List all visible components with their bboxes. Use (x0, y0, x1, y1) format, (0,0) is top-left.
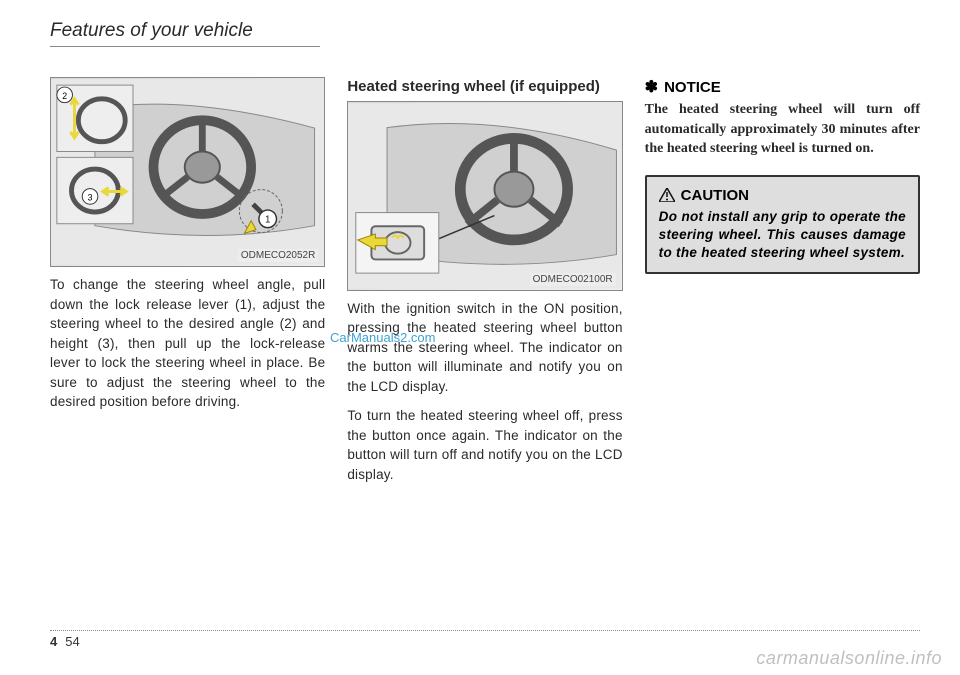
column-3: ✽ NOTICE The heated steering wheel will t… (645, 77, 920, 485)
col1-text: To change the steering wheel angle, pull… (50, 275, 325, 412)
notice-heading: ✽ NOTICE (645, 77, 920, 97)
col2-text1: With the ignition switch in the ON posit… (347, 299, 622, 397)
svg-text:2: 2 (62, 91, 67, 101)
figure-heated-wheel: ODMECO02100R (347, 101, 622, 291)
manual-page: Features of your vehicle (0, 0, 960, 675)
page-header: Features of your vehicle (50, 20, 320, 47)
figure-label-2: ODMECO02100R (530, 273, 616, 286)
caution-box: CAUTION Do not install any grip to opera… (645, 175, 920, 275)
caution-label: CAUTION (681, 187, 749, 204)
notice-symbol: ✽ (645, 79, 658, 96)
column-1: 1 2 3 ODMECO2052R To change t (50, 77, 325, 485)
svg-text:1: 1 (265, 215, 270, 226)
steering-adjust-illustration: 1 2 3 (51, 78, 324, 266)
caution-heading: CAUTION (659, 187, 906, 204)
watermark-corner: carmanualsonline.info (756, 648, 942, 669)
column-2: Heated steering wheel (if equipped) (347, 77, 622, 485)
warning-icon (659, 188, 675, 202)
caution-text: Do not install any grip to operate the s… (659, 208, 906, 263)
page-number: 4 54 (50, 634, 920, 649)
page-num-value: 54 (65, 634, 79, 649)
figure-label: ODMECO2052R (238, 249, 318, 262)
figure-steering-adjust: 1 2 3 ODMECO2052R (50, 77, 325, 267)
page-footer: 4 54 (50, 630, 920, 649)
section-number: 4 (50, 634, 57, 649)
content-columns: 1 2 3 ODMECO2052R To change t (50, 77, 920, 485)
notice-text: The heated steering wheel will turn off … (645, 100, 920, 159)
watermark-center: CarManuals2.com (330, 330, 436, 345)
svg-text:3: 3 (88, 192, 93, 202)
notice-label-text: NOTICE (664, 79, 721, 96)
col2-text2: To turn the heated steering wheel off, p… (347, 406, 622, 484)
heated-wheel-title: Heated steering wheel (if equipped) (347, 77, 622, 97)
heated-wheel-illustration (348, 102, 621, 290)
